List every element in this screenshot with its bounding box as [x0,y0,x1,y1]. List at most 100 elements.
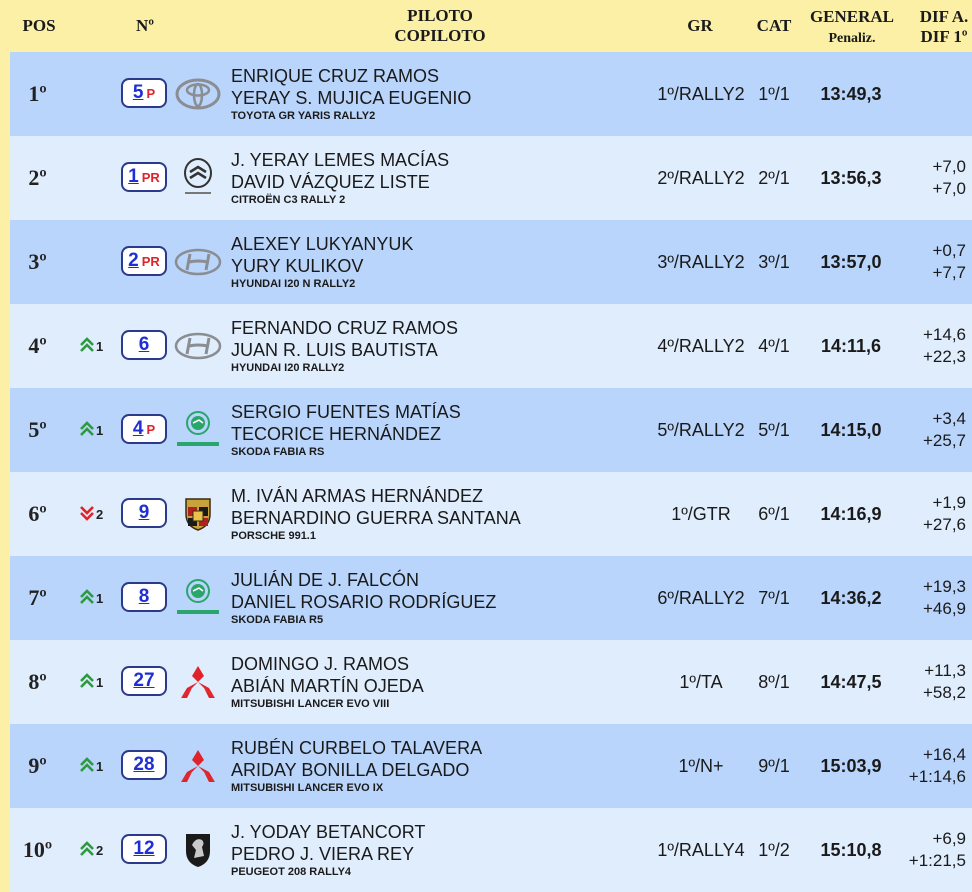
chevrons-up-icon [79,336,96,356]
table-row: 8º 1 27 DOMINGO J. RAMOS ABIÁN MARTÍN OJEDA M… [0,640,972,724]
car-number[interactable]: 2 [128,250,139,271]
car-number[interactable]: 8 [138,586,150,607]
car-number-link[interactable]: 6 [121,330,167,360]
car-number[interactable]: 9 [138,502,150,523]
car-number[interactable]: 5 [132,82,144,103]
header-crew: PILOTO COPILOTO [360,6,520,46]
car-model: HYUNDAI I20 RALLY2 [231,362,345,374]
chevrons-up-icon [79,420,96,440]
car-number-link[interactable]: 9 [121,498,167,528]
row-stripe [0,640,10,724]
hyundai-logo-icon [174,322,222,370]
car-model: TOYOTA GR YARIS RALLY2 [231,110,376,122]
diff-leader: +7,0 [932,179,966,198]
crew-cell: JULIÁN DE J. FALCÓN DANIEL ROSARIO RODRÍG… [231,569,496,628]
table-row: 4º 1 6 FERNANDO CRUZ RAMOS JUAN R. LUIS BAUT… [0,304,972,388]
position-cell: 2º [28,165,47,190]
general-time: 14:16,9 [820,503,882,524]
copilot-name: ABIÁN MARTÍN OJEDA [231,676,424,696]
row-stripe [0,556,10,640]
category-position: 1º/2 [758,839,790,860]
diff-cell: +1,9 +27,6 [923,472,966,556]
copilot-name: ARIDAY BONILLA DELGADO [231,760,470,780]
header-pos: POS [22,16,56,35]
diff-leader: +7,7 [932,263,966,282]
table-row: 1º 5 P ENRIQUE CRUZ RAMOS YERAY S. MUJICA EU… [0,52,972,136]
diff-previous: +11,3 [924,661,966,680]
chevrons-up-icon [79,840,96,860]
position-change-value: 1 [96,338,104,354]
pilot-name: SERGIO FUENTES MATÍAS [231,402,461,422]
diff-cell: +11,3 +58,2 [923,640,966,724]
diff-cell: +19,3 +46,9 [923,556,966,640]
copilot-name: JUAN R. LUIS BAUTISTA [231,340,438,360]
crew-cell: J. YODAY BETANCORT PEDRO J. VIERA REY PEUG… [231,821,425,880]
position-change: 2 [79,840,103,860]
position-change-value: 2 [96,842,104,858]
crew-cell: FERNANDO CRUZ RAMOS JUAN R. LUIS BAUTISTA… [231,317,458,376]
car-number[interactable]: 28 [133,754,155,775]
category-position: 6º/1 [758,503,790,524]
table-row: 10º 2 12 J. YODAY BETANCORT PEDRO J. VIERA R… [0,808,972,892]
row-stripe [0,52,10,136]
car-number-link[interactable]: 1 PR [121,162,167,192]
crew-cell: ALEXEY LUKYANYUK YURY KULIKOV HYUNDAI I20 … [231,233,413,292]
category-position: 5º/1 [758,419,790,440]
group-position: 4º/RALLY2 [657,335,745,356]
diff-cell: +0,7 +7,7 [932,220,966,304]
category-position: 7º/1 [758,587,790,608]
priority-tag: PR [141,253,160,269]
general-time: 15:10,8 [820,839,882,860]
copilot-name: BERNARDINO GUERRA SANTANA [231,508,521,528]
car-number[interactable]: 6 [138,334,150,355]
position-change: 2 [79,504,103,524]
group-position: 1º/GTR [671,503,731,524]
car-number[interactable]: 12 [133,838,155,859]
car-number-link[interactable]: 12 [121,834,167,864]
skoda-logo-icon [174,406,222,454]
copilot-name: DANIEL ROSARIO RODRÍGUEZ [231,592,497,612]
chevrons-up-icon [79,672,96,692]
row-stripe [0,388,10,472]
crew-cell: ENRIQUE CRUZ RAMOS YERAY S. MUJICA EUGENI… [231,65,471,124]
copilot-name: PEDRO J. VIERA REY [231,844,415,864]
pilot-name: J. YODAY BETANCORT [231,822,426,842]
position-change: 1 [79,588,103,608]
position-change: 1 [79,672,103,692]
car-number[interactable]: 1 [128,166,139,187]
diff-leader: +1:14,6 [908,767,966,786]
porsche-logo-icon [174,490,222,538]
priority-tag: P [146,85,156,101]
diff-previous: +6,9 [932,829,966,848]
chevrons-up-icon [79,588,96,608]
group-position: 1º/TA [679,671,723,692]
pilot-name: ENRIQUE CRUZ RAMOS [231,66,440,86]
car-number-link[interactable]: 8 [121,582,167,612]
header-dif-1: DIF 1º [920,27,968,46]
car-number-link[interactable]: 28 [121,750,167,780]
group-position: 3º/RALLY2 [657,251,745,272]
header-general-label: GENERAL [809,7,895,26]
table-row: 9º 1 28 RUBÉN CURBELO TALAVERA ARIDAY BONILL… [0,724,972,808]
car-number-link[interactable]: 2 PR [121,246,167,276]
citroen-logo-icon [174,154,222,202]
position-change-value: 1 [96,422,104,438]
row-stripe [0,136,10,220]
pilot-name: RUBÉN CURBELO TALAVERA [231,738,483,758]
header-piloto: PILOTO [407,6,473,25]
position-cell: 3º [28,249,47,274]
table-row: 5º 1 4 P SERGIO FUENTES MATÍAS TECORICE HERNÁ… [0,388,972,472]
general-time: 13:56,3 [820,167,882,188]
position-change-value: 1 [96,758,104,774]
position-cell: 5º [28,417,47,442]
diff-leader: +27,6 [922,515,966,534]
car-number-link[interactable]: 27 [121,666,167,696]
car-model: CITROËN C3 RALLY 2 [231,194,346,206]
car-number[interactable]: 4 [132,418,144,439]
car-number[interactable]: 27 [133,670,155,691]
position-change: 1 [79,756,103,776]
header-dif-a: DIF A. [919,7,969,26]
copilot-name: DAVID VÁZQUEZ LISTE [231,172,430,192]
